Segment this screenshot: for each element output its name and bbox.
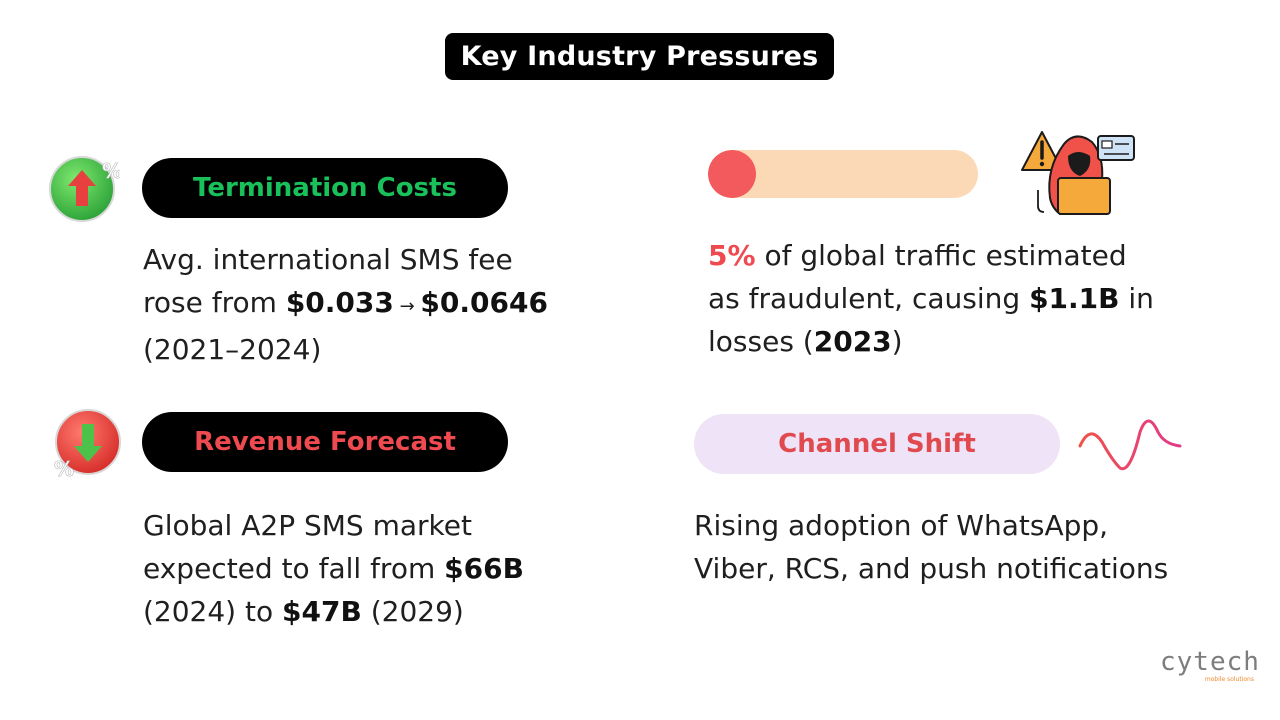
- wave-signal-icon: [1078, 412, 1182, 474]
- cytech-logo: cytech mobile solutions: [1160, 647, 1260, 683]
- svg-text:%: %: [54, 457, 74, 480]
- channel-shift-text: Rising adoption of WhatsApp, Viber, RCS,…: [694, 509, 1169, 585]
- channel-shift-pill: Channel Shift: [694, 414, 1060, 474]
- svg-text:%: %: [102, 159, 120, 183]
- page-title: Key Industry Pressures: [445, 33, 834, 80]
- hacker-warning-icon: [1020, 128, 1138, 218]
- termination-costs-pill: Termination Costs: [142, 158, 508, 218]
- revenue-forecast-pill: Revenue Forecast: [142, 412, 508, 472]
- fraud-text: 5% of global traffic estimated as fraudu…: [708, 239, 1154, 358]
- termination-costs-text: Avg. international SMS fee rose from $0.…: [143, 243, 548, 366]
- revenue-forecast-text: Global A2P SMS market expected to fall f…: [143, 509, 524, 628]
- percent-up-arrow-icon: %: [48, 152, 122, 224]
- fraud-progress-fill: [708, 150, 756, 198]
- percent-down-arrow-icon: %: [50, 408, 124, 481]
- fraud-progress-bar: [708, 150, 978, 198]
